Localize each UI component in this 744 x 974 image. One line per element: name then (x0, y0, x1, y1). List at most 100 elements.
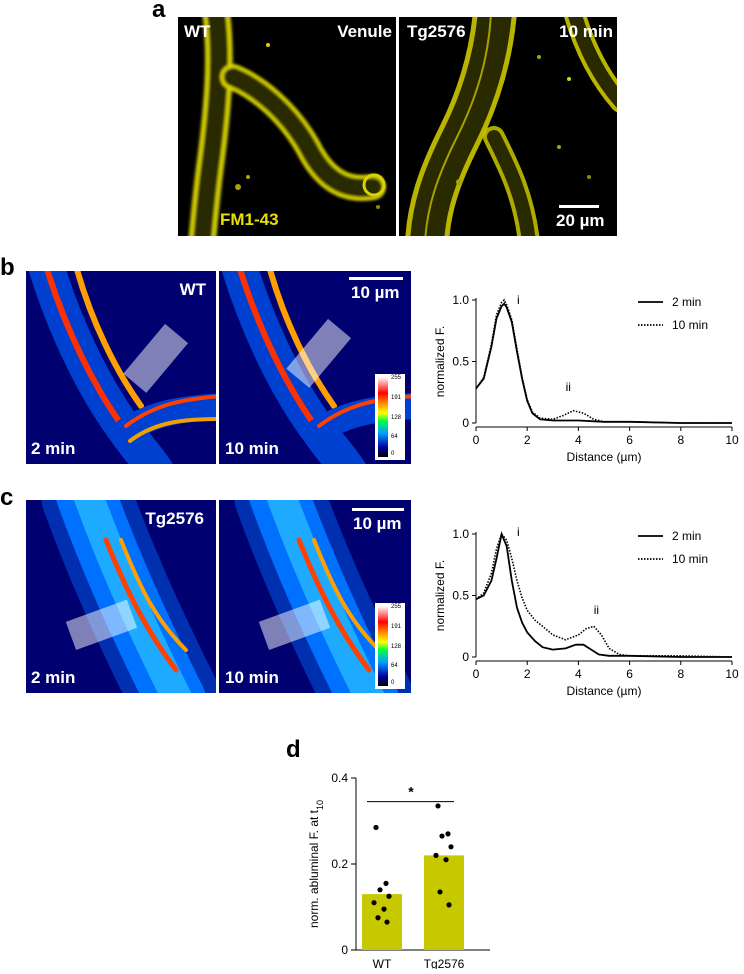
chart-c-x-tick-label: 6 (626, 667, 633, 681)
scale-bar-c (352, 508, 404, 511)
chart-d-y-tick-label: 0.4 (331, 771, 348, 785)
chart-d-data-point (373, 824, 379, 831)
tg-2min-heatmap (26, 500, 216, 693)
scale-bar (559, 205, 599, 208)
time-label-10min-b: 10 min (225, 439, 279, 458)
fm143-label: FM1-43 (220, 210, 279, 229)
chart-b-y-tick-label: 0.5 (452, 355, 469, 369)
chart-d-y-tick-label: 0 (341, 943, 348, 957)
scale-bar-label-b: 10 µm (351, 283, 400, 302)
chart-c-x-tick-label: 4 (575, 667, 582, 681)
chart-c-xlabel: Distance (µm) (567, 684, 642, 698)
colorbar-tick-0: 0 (391, 451, 395, 457)
chart-d-category-label: WT (373, 957, 392, 969)
chart-c-ylabel: normalized F. (433, 560, 447, 631)
tg2576-vessel-image (405, 17, 617, 236)
chart-b-x-tick-label: 4 (575, 433, 582, 447)
colorbar-b: 255 191 128 64 0 (375, 374, 405, 460)
chart-c-series-1-line (475, 530, 732, 658)
tg-10min-heatmap (219, 500, 411, 693)
chart-d-data-point (437, 889, 443, 895)
chart-d-svg: 0 0.2 0.4 norm. abluminal F. at t10 WT Tg2576… (307, 771, 490, 971)
colorbar-tick-191: 191 (391, 395, 402, 401)
chart-b-y-tick-label: 1.0 (452, 293, 469, 307)
chart-c-x-tick-label: 10 (725, 667, 739, 681)
panel-a-letter: a (152, 0, 166, 23)
chart-d-data-point (386, 893, 392, 899)
chart-d-bar-wt (362, 894, 402, 950)
panel-b-letter: b (0, 254, 15, 281)
chart-b-x-tick-label: 2 (524, 433, 531, 447)
chart-d-data-point (384, 919, 390, 925)
chart-b-x-tick-label: 8 (677, 433, 684, 447)
colorbar-gradient-c (378, 606, 388, 686)
time-label-10min-c: 10 min (225, 668, 279, 687)
panel-c-left-heatmap: Tg2576 2 min (26, 500, 216, 693)
chart-b-x-tick-label: 10 (725, 433, 739, 447)
chart-b-legend-label-2: 10 min (672, 318, 708, 332)
chart-b-x-tick-label: 6 (626, 433, 633, 447)
ten-min-label: 10 min (559, 22, 613, 41)
chart-b-series-2-line (475, 298, 732, 424)
tg2576-label: Tg2576 (407, 22, 466, 41)
chart-d-data-point (383, 880, 389, 886)
chart-d-data-point (443, 857, 449, 863)
chart-d-data-point (446, 902, 452, 908)
chart-c: 0 2 4 6 8 10 0 0.5 1.0 Distance (µm) normalized F.… (418, 514, 744, 714)
chart-c-svg: 0 2 4 6 8 10 0 0.5 1.0 Distance (µm) normalized F.… (433, 525, 739, 698)
chart-c-peak-label-i: i (517, 525, 520, 539)
panel-b-right-heatmap: 10 µm 10 min 255 191 128 64 0 (219, 271, 411, 464)
chart-d-bar-tg2576 (424, 855, 464, 950)
wt-venule-image (187, 17, 386, 236)
chart-d-ylabel: norm. abluminal F. at t10 (307, 800, 325, 928)
chart-d-significance-star: * (408, 784, 414, 800)
tg2576-label-c: Tg2576 (145, 509, 204, 528)
chart-d-data-point (445, 831, 451, 837)
colorbar-tick-128-c: 128 (391, 644, 402, 650)
colorbar-tick-255-c: 255 (391, 604, 402, 610)
colorbar-gradient (378, 377, 388, 457)
scale-bar-label: 20 µm (556, 211, 605, 230)
chart-c-y-tick-label: 0.5 (452, 589, 469, 603)
chart-c-x-tick-label: 8 (677, 667, 684, 681)
chart-c-series-2-line (475, 532, 733, 658)
wt-label-b: WT (179, 280, 206, 299)
chart-b-x-tick-label: 0 (473, 433, 480, 447)
chart-d-data-point (448, 844, 454, 850)
venule-label: Venule (337, 22, 392, 41)
colorbar-tick-64-c: 64 (391, 663, 398, 669)
time-label-2min-c: 2 min (31, 668, 76, 687)
chart-b-ylabel: normalized F. (433, 326, 447, 397)
panel-a-right-micrograph: Tg2576 10 min 20 µm (399, 17, 617, 236)
chart-d-ylabel-subscript: 10 (315, 800, 325, 810)
scale-bar-b (349, 277, 403, 280)
chart-b-legend-label-1: 2 min (672, 295, 701, 309)
chart-d-y-tick-label: 0.2 (331, 857, 348, 871)
chart-d: 0 0.2 0.4 norm. abluminal F. at t10 WT Tg2576… (290, 760, 510, 971)
chart-d-data-point (381, 906, 387, 912)
chart-b-y-tick-label: 0 (462, 416, 469, 430)
colorbar-tick-255: 255 (391, 375, 402, 381)
colorbar-tick-191-c: 191 (391, 624, 402, 630)
wt-2min-heatmap (26, 271, 216, 464)
chart-c-y-tick-label: 0 (462, 650, 469, 664)
chart-d-data-point (377, 887, 383, 893)
chart-c-y-tick-label: 1.0 (452, 527, 469, 541)
colorbar-c: 255 191 128 64 0 (375, 603, 405, 689)
panel-b-left-heatmap: WT 2 min (26, 271, 216, 464)
chart-b: 0 2 4 6 8 10 0 0.5 1.0 Distance (µm) normalized F.… (418, 280, 744, 480)
time-label-2min-b: 2 min (31, 439, 76, 458)
panel-d-letter: d (286, 736, 301, 763)
chart-d-data-point (433, 852, 439, 858)
chart-c-peak-label-ii: ii (594, 603, 599, 617)
colorbar-tick-128: 128 (391, 415, 402, 421)
chart-d-data-point (439, 833, 445, 839)
colorbar-tick-0-c: 0 (391, 680, 395, 686)
chart-d-data-point (375, 915, 381, 921)
chart-b-peak-label-i: i (517, 293, 520, 307)
chart-d-category-label: Tg2576 (424, 957, 465, 969)
scale-bar-label-c: 10 µm (353, 514, 402, 533)
chart-b-peak-label-ii: ii (566, 380, 571, 394)
chart-d-data-point (435, 803, 441, 809)
chart-b-svg: 0 2 4 6 8 10 0 0.5 1.0 Distance (µm) normalized F.… (433, 293, 739, 464)
